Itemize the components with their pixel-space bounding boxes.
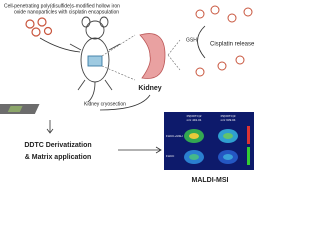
kidney-label: Kidney (138, 85, 161, 92)
gsh-label: GSH (186, 37, 197, 43)
flow-arrow (46, 120, 54, 134)
zoom-lines (101, 34, 136, 81)
slide-label: Kidney cryosection (84, 101, 126, 107)
page: Cell-penetrating poly(disulfide)s-modifi… (0, 3, 256, 184)
step-label: DDTC Derivatization (24, 142, 91, 149)
msi-column: Pt(DDTC)2 (187, 114, 202, 118)
flow-arrow (99, 94, 151, 111)
release-label: Cisplatin release (210, 42, 255, 48)
mouse-illustration (69, 16, 121, 103)
injection-arrow (39, 37, 81, 53)
msi-images (184, 126, 250, 165)
zoom-lines (167, 39, 181, 71)
msi-column: Pt(DDTC)3 (221, 114, 236, 118)
intro-line: oxide nanoparticles with cisplatin encap… (14, 9, 119, 15)
flow-arrow (118, 146, 162, 154)
release-arrow (197, 25, 206, 59)
kidney (139, 33, 166, 79)
msi-column: m/z 639.04 (221, 118, 236, 122)
msi-row: FHCC+GSH (166, 134, 183, 138)
msi-row: FHCC (166, 154, 175, 158)
msi-panel (164, 112, 254, 170)
msi-column: m/z 491.01 (187, 118, 202, 122)
step-label: & Matrix application (25, 154, 92, 161)
tissue-section (7, 106, 23, 112)
release-particles (195, 5, 253, 77)
msi-title: MALDI-MSI (192, 177, 229, 184)
intro-line: Cell-penetrating poly(disulfide)s-modifi… (4, 3, 120, 9)
graphical-abstract: Cell-penetrating poly(disulfide)s-modifi… (0, 3, 255, 184)
nanoparticles (25, 17, 53, 37)
